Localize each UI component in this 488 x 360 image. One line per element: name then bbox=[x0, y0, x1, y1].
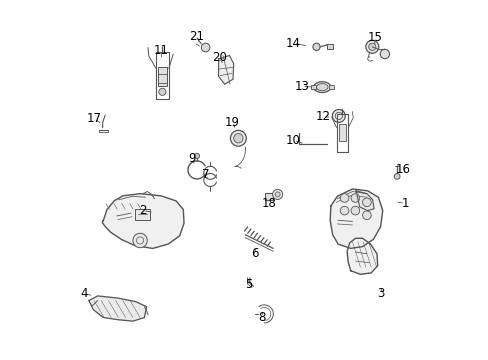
Ellipse shape bbox=[316, 84, 327, 91]
Text: 14: 14 bbox=[285, 37, 300, 50]
Circle shape bbox=[362, 198, 370, 207]
Polygon shape bbox=[218, 55, 233, 84]
Text: 21: 21 bbox=[189, 30, 204, 42]
Text: 4: 4 bbox=[81, 287, 88, 300]
Text: 15: 15 bbox=[366, 31, 382, 44]
Circle shape bbox=[233, 134, 243, 143]
Text: 13: 13 bbox=[294, 80, 309, 93]
Circle shape bbox=[350, 194, 359, 202]
Text: 17: 17 bbox=[86, 112, 102, 125]
Polygon shape bbox=[329, 189, 382, 248]
Bar bbox=[326, 44, 332, 49]
Text: 9: 9 bbox=[188, 152, 196, 165]
Circle shape bbox=[393, 174, 399, 179]
Text: 5: 5 bbox=[245, 278, 252, 291]
Circle shape bbox=[201, 43, 209, 52]
Circle shape bbox=[159, 88, 166, 95]
Circle shape bbox=[133, 233, 147, 248]
Text: 3: 3 bbox=[376, 287, 384, 300]
Circle shape bbox=[332, 109, 345, 122]
Text: 2: 2 bbox=[139, 204, 146, 217]
Circle shape bbox=[275, 192, 280, 197]
Circle shape bbox=[312, 43, 320, 50]
Bar bbox=[329, 85, 333, 89]
Text: 20: 20 bbox=[211, 51, 226, 64]
Text: 6: 6 bbox=[251, 247, 259, 260]
Polygon shape bbox=[355, 191, 373, 211]
Text: 11: 11 bbox=[153, 44, 168, 57]
Circle shape bbox=[362, 211, 370, 220]
Circle shape bbox=[340, 206, 348, 215]
Polygon shape bbox=[346, 238, 377, 274]
Text: 19: 19 bbox=[224, 116, 239, 129]
Ellipse shape bbox=[313, 82, 330, 93]
Bar bbox=[338, 124, 346, 141]
Circle shape bbox=[272, 189, 282, 199]
Text: 12: 12 bbox=[315, 111, 330, 123]
Circle shape bbox=[368, 43, 375, 50]
Bar bbox=[264, 193, 272, 200]
Circle shape bbox=[365, 40, 378, 53]
Polygon shape bbox=[89, 296, 146, 321]
Text: 8: 8 bbox=[258, 311, 265, 324]
Text: 1: 1 bbox=[401, 197, 408, 210]
Text: 16: 16 bbox=[395, 163, 409, 176]
Circle shape bbox=[194, 153, 199, 158]
Polygon shape bbox=[102, 194, 183, 248]
Text: 10: 10 bbox=[285, 134, 300, 147]
Text: 7: 7 bbox=[202, 168, 209, 181]
Circle shape bbox=[230, 130, 246, 146]
Bar bbox=[158, 67, 166, 86]
Circle shape bbox=[340, 194, 348, 202]
Bar bbox=[311, 85, 315, 89]
Bar bbox=[134, 209, 149, 220]
Circle shape bbox=[380, 49, 389, 59]
Circle shape bbox=[350, 206, 359, 215]
Text: 18: 18 bbox=[261, 197, 276, 210]
